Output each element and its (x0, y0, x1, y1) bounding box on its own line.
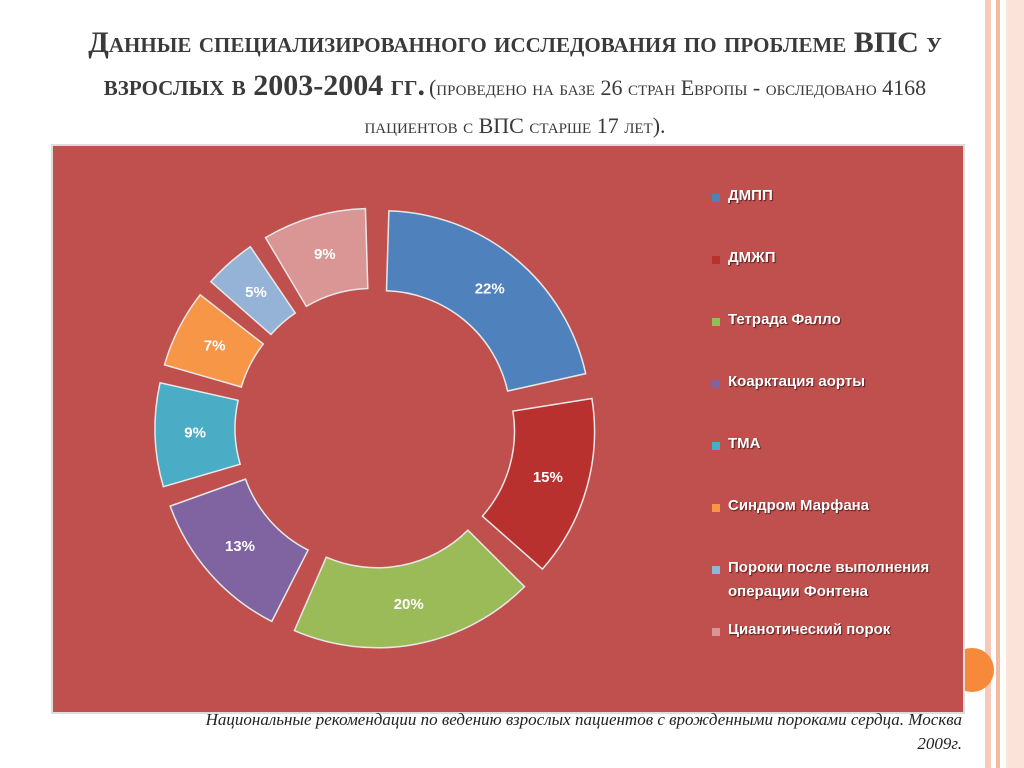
donut-slice (264, 207, 369, 308)
value-label: 13% (225, 538, 255, 555)
legend-marker (712, 256, 720, 264)
legend-item: Тетрада Фалло (710, 308, 955, 370)
stripe (985, 0, 991, 768)
legend-label: Коарктация аорты (728, 373, 866, 390)
value-label: 22% (475, 280, 505, 297)
legend-marker (712, 628, 720, 636)
legend-marker (712, 566, 720, 574)
donut-slice (154, 381, 242, 488)
donut-slice (209, 245, 297, 336)
legend-item: Цианотический порок (710, 618, 955, 680)
legend-label: ДМПП (728, 187, 773, 204)
legend-label: Пороки после выполнения операции Фонтена (728, 559, 930, 600)
legend-item: ДМЖП (710, 246, 955, 308)
legend-marker (712, 504, 720, 512)
legend-item: Пороки после выполнения операции Фонтена (710, 556, 955, 618)
legend-marker (712, 442, 720, 450)
donut-slice (293, 529, 526, 649)
legend-label: ТМА (728, 435, 761, 452)
donut-slice (481, 397, 596, 571)
value-label: 7% (204, 337, 226, 354)
source: Национальные рекомендации по ведению взр… (205, 710, 962, 753)
title-block: Данные специализированного исследования … (60, 24, 970, 148)
subtitle: (проведено на базе 26 стран Европы - обс… (364, 75, 927, 138)
legend-item: ДМПП (710, 184, 955, 246)
stripe (996, 0, 1000, 768)
legend-item: ТМА (710, 432, 955, 494)
value-label: 5% (245, 284, 267, 301)
donut-slice (163, 293, 265, 388)
legend-marker (712, 318, 720, 326)
legend-marker (712, 380, 720, 388)
legend-label: Синдром Марфана (728, 497, 870, 514)
value-label: 9% (314, 246, 336, 263)
stripe (1006, 0, 1024, 768)
value-label: 9% (184, 425, 206, 442)
donut-slice (385, 210, 587, 392)
value-label: 20% (394, 596, 424, 613)
legend-label: Цианотический порок (728, 621, 891, 638)
legend: ДМПП ДМЖП Тетрада Фалло Коарктация аорты ТМА… (710, 184, 955, 680)
legend-label: ДМЖП (728, 249, 776, 266)
title: Данные специализированного исследования … (88, 26, 942, 102)
legend-label: Тетрада Фалло (728, 311, 841, 328)
legend-marker (712, 194, 720, 202)
value-label: 15% (533, 469, 563, 486)
donut-slice (169, 478, 310, 623)
legend-item: Синдром Марфана (710, 494, 955, 556)
legend-item: Коарктация аорты (710, 370, 955, 432)
